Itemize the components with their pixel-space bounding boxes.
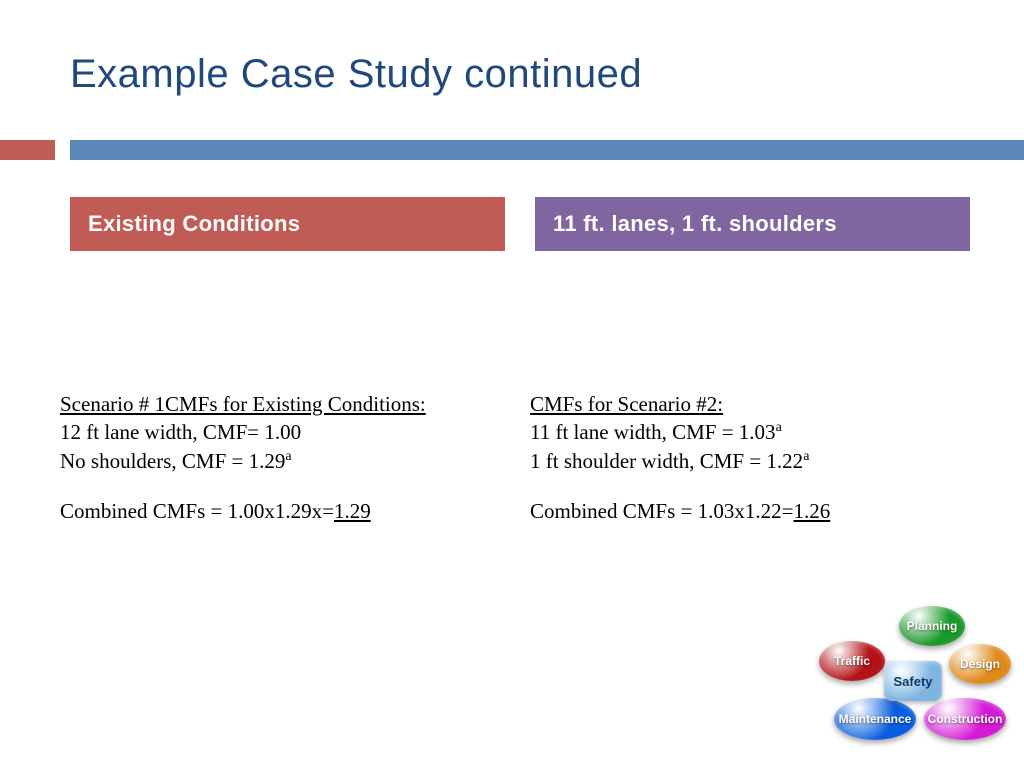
puzzle-construction: Construction (924, 698, 1006, 740)
puzzle-maintenance: Maintenance (834, 698, 916, 740)
accent-bar-blue (70, 140, 1024, 160)
content-row: Scenario # 1CMFs for Existing Conditions… (60, 390, 980, 525)
puzzle-planning: Planning (899, 606, 965, 646)
scenario2-line1: 11 ft lane width, CMF = 1.03a (530, 418, 980, 446)
scenario1-line2: No shoulders, CMF = 1.29a (60, 447, 510, 475)
panel-scenario2: 11 ft. lanes, 1 ft. shoulders (535, 197, 970, 251)
puzzle-graphic: Planning Traffic Design Maintenance Cons… (809, 606, 1014, 756)
panel-row: Existing Conditions 11 ft. lanes, 1 ft. … (70, 197, 970, 251)
scenario2-combined: Combined CMFs = 1.03x1.22=1.26 (530, 497, 980, 525)
scenario1-heading: Scenario # 1CMFs for Existing Conditions… (60, 390, 510, 418)
scenario2-heading: CMFs for Scenario #2: (530, 390, 980, 418)
accent-bar-row (0, 140, 1024, 160)
slide-title: Example Case Study continued (70, 52, 642, 97)
scenario1-block: Scenario # 1CMFs for Existing Conditions… (60, 390, 510, 525)
puzzle-design: Design (949, 644, 1011, 684)
puzzle-safety: Safety (884, 661, 942, 701)
scenario2-line2: 1 ft shoulder width, CMF = 1.22a (530, 447, 980, 475)
puzzle-traffic: Traffic (819, 641, 885, 681)
scenario2-block: CMFs for Scenario #2: 11 ft lane width, … (530, 390, 980, 525)
scenario1-combined: Combined CMFs = 1.00x1.29x=1.29 (60, 497, 510, 525)
accent-bar-red (0, 140, 55, 160)
panel-existing-conditions: Existing Conditions (70, 197, 505, 251)
scenario1-line1: 12 ft lane width, CMF= 1.00 (60, 418, 510, 446)
